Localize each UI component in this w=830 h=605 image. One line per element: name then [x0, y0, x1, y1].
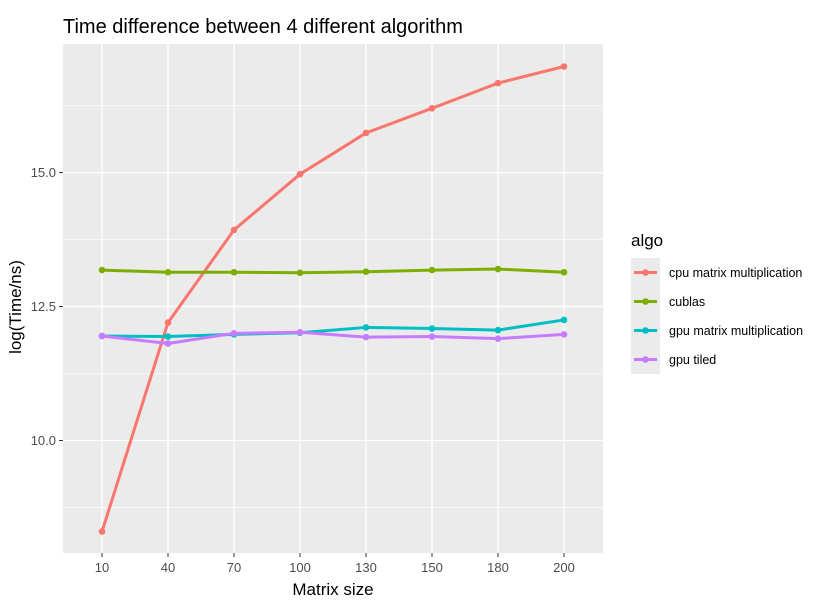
- x-tick-label: 70: [227, 560, 241, 575]
- data-point: [494, 335, 502, 342]
- legend-marker: [642, 298, 649, 305]
- minor-gridlines: [63, 105, 603, 508]
- data-point: [98, 332, 106, 340]
- data-point: [296, 170, 304, 178]
- data-point: [494, 79, 502, 87]
- series-line: [100, 318, 566, 339]
- legend-label: gpu matrix multiplication: [669, 324, 803, 338]
- data-point: [560, 316, 568, 324]
- legend-title: algo: [631, 231, 663, 250]
- data-point: [164, 333, 172, 340]
- y-tick-label: 12.5: [31, 299, 56, 314]
- legend-items: cpu matrix multiplication cublas gpu matri…: [631, 258, 803, 374]
- series-2: [98, 265, 568, 277]
- x-axis: 10 40 70 100 130 150 180 200: [95, 553, 575, 575]
- legend-item: gpu matrix multiplication: [631, 316, 803, 345]
- data-point: [428, 104, 436, 112]
- x-tick-label: 150: [421, 560, 443, 575]
- data-point: [362, 268, 370, 276]
- x-tick-label: 200: [553, 560, 575, 575]
- series-line: [100, 330, 566, 346]
- data-point: [230, 268, 238, 276]
- series-layer: [98, 63, 568, 535]
- data-point: [98, 528, 106, 535]
- legend-label: gpu tiled: [669, 353, 716, 367]
- x-tick-label: 10: [95, 560, 109, 575]
- data-point: [164, 340, 172, 347]
- data-point: [98, 266, 106, 274]
- major-gridlines: [63, 44, 603, 553]
- data-point: [560, 63, 568, 70]
- x-tick-label: 180: [487, 560, 509, 575]
- plot-panel: [63, 44, 603, 553]
- legend-marker: [642, 327, 649, 334]
- x-tick-label: 130: [355, 560, 377, 575]
- data-point: [230, 330, 238, 337]
- y-axis-title: log(Time/ns): [6, 260, 25, 354]
- data-point: [428, 266, 436, 274]
- data-point: [362, 324, 370, 331]
- legend-item: cublas: [631, 287, 705, 316]
- data-point: [428, 325, 436, 332]
- x-tick-label: 100: [289, 560, 311, 575]
- legend-marker: [642, 269, 649, 276]
- data-point: [230, 226, 238, 234]
- data-point: [362, 129, 370, 137]
- data-point: [362, 333, 370, 341]
- data-point: [428, 333, 436, 340]
- series-4: [98, 328, 568, 347]
- data-point: [494, 326, 502, 334]
- data-point: [296, 328, 304, 336]
- legend-label: cpu matrix multiplication: [669, 266, 802, 280]
- series-line: [100, 65, 566, 534]
- x-axis-title: Matrix size: [292, 580, 373, 599]
- x-tick-label: 40: [161, 560, 175, 575]
- chart-title: Time difference between 4 different algo…: [63, 16, 463, 38]
- data-point: [164, 319, 172, 326]
- legend-item: cpu matrix multiplication: [631, 258, 802, 287]
- legend-marker: [642, 356, 649, 363]
- data-point: [494, 265, 502, 273]
- data-point: [296, 269, 304, 277]
- series-1: [98, 63, 568, 535]
- legend-label: cublas: [669, 295, 705, 309]
- series-line: [100, 267, 566, 275]
- data-point: [560, 331, 568, 338]
- y-tick-label: 10.0: [31, 433, 56, 448]
- data-point: [560, 268, 568, 276]
- y-tick-label: 15.0: [31, 165, 56, 180]
- legend-item: gpu tiled: [631, 345, 716, 374]
- data-point: [164, 268, 172, 276]
- y-axis: 10.0 12.5 15.0: [31, 165, 63, 448]
- legend: algo cpu matrix multiplication cublas gpu …: [631, 231, 803, 374]
